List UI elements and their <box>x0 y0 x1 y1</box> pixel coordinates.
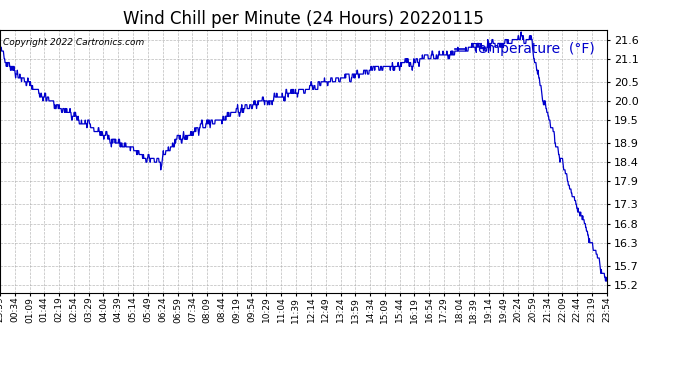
Title: Wind Chill per Minute (24 Hours) 20220115: Wind Chill per Minute (24 Hours) 2022011… <box>123 10 484 28</box>
Text: Copyright 2022 Cartronics.com: Copyright 2022 Cartronics.com <box>3 38 144 47</box>
Legend: Temperature  (°F): Temperature (°F) <box>450 37 600 62</box>
